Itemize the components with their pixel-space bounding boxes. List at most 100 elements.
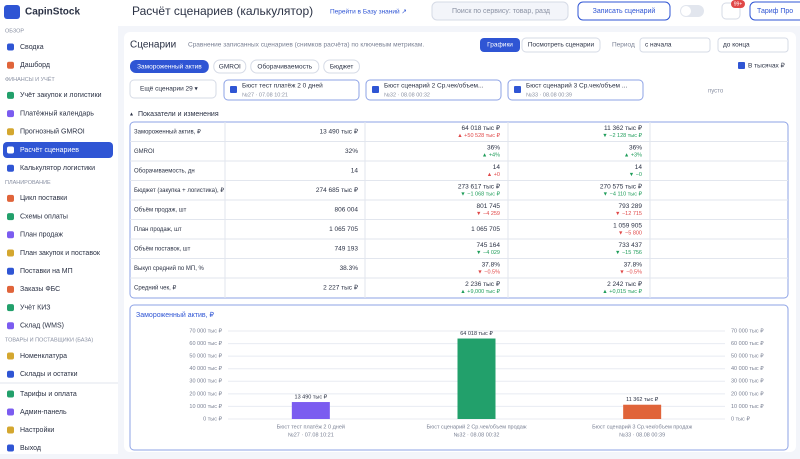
sidebar-item[interactable]: Платёжный календарь bbox=[20, 109, 94, 117]
scenario-card[interactable] bbox=[365, 79, 502, 101]
tab[interactable] bbox=[130, 60, 209, 73]
sidebar-item[interactable]: Заказы ФБС bbox=[20, 286, 60, 293]
cell-value: 1 065 705 bbox=[471, 226, 500, 233]
record-button[interactable] bbox=[577, 1, 671, 21]
bar[interactable] bbox=[457, 338, 496, 419]
cell-delta: ▼ −5 800 bbox=[618, 231, 642, 237]
cell-value: 270 575 тыс ₽ bbox=[600, 182, 643, 190]
sidebar-item[interactable]: Выход bbox=[20, 445, 41, 452]
sidebar-icon bbox=[7, 61, 14, 69]
tab[interactable] bbox=[250, 59, 320, 74]
sidebar-item[interactable]: Схемы оплаты bbox=[20, 213, 68, 220]
badge-text: 99+ bbox=[734, 1, 743, 7]
cell-delta: ▼ −15 756 bbox=[615, 250, 642, 256]
sidebar-item[interactable]: Прогнозный GMROI bbox=[20, 128, 85, 136]
period-to[interactable] bbox=[717, 37, 789, 53]
metrics-table bbox=[129, 121, 789, 299]
toggle-knob bbox=[681, 6, 691, 16]
thousands-checkbox[interactable] bbox=[738, 62, 745, 69]
sidebar-section: ФИНАНСЫ И УЧЁТ bbox=[5, 76, 55, 83]
card-checkbox bbox=[372, 86, 379, 93]
search-placeholder: Поиск по сервису: товар, разд bbox=[452, 8, 550, 15]
y2-tick-label: 30 000 тыс ₽ bbox=[731, 378, 764, 385]
period-to-text: до конца bbox=[723, 42, 750, 49]
sidebar-item[interactable]: Склад (WMS) bbox=[20, 323, 64, 330]
sidebar-item[interactable]: Номенклатура bbox=[20, 353, 67, 360]
tariff-button[interactable] bbox=[749, 1, 800, 21]
card-checkbox bbox=[514, 86, 521, 93]
sidebar-item[interactable]: Настройки bbox=[20, 426, 54, 434]
y-tick-label: 50 000 тыс ₽ bbox=[189, 353, 222, 360]
sidebar-item[interactable]: Склады и остатки bbox=[20, 371, 78, 378]
sidebar-section: ПЛАНИРОВАНИЕ bbox=[5, 180, 51, 186]
cell-value: 273 617 тыс ₽ bbox=[458, 182, 501, 190]
logo-icon bbox=[4, 5, 20, 19]
card-meta: №27 · 07.08 10:21 bbox=[242, 92, 288, 98]
sidebar-item[interactable]: Админ-панель bbox=[20, 409, 67, 416]
base-value: 274 685 тыс ₽ bbox=[316, 186, 359, 194]
cell-delta: ▼ −0 bbox=[629, 172, 642, 178]
section-subtitle: Сравнение записанных сценариев (снимков … bbox=[188, 42, 424, 49]
y2-tick-label: 0 тыс ₽ bbox=[731, 415, 750, 422]
cell-value: 745 164 bbox=[477, 242, 501, 249]
search[interactable] bbox=[431, 1, 569, 21]
view-scenarios-label: Посмотреть сценарии bbox=[528, 42, 595, 49]
row-label: Бюджет (закупка + логистика), ₽ bbox=[134, 187, 224, 194]
thousands-label: В тысячах ₽ bbox=[748, 62, 786, 70]
scenario-card[interactable] bbox=[223, 79, 360, 101]
cell-delta: ▼ −2 128 тыс ₽ bbox=[602, 132, 642, 139]
sidebar-icon bbox=[7, 213, 14, 221]
tariff-label: Тариф Про bbox=[757, 8, 793, 15]
bar[interactable] bbox=[291, 402, 330, 419]
sidebar-item[interactable]: Учёт закупок и логистики bbox=[20, 92, 102, 99]
chart-title: Замороженный актив, ₽ bbox=[136, 311, 214, 319]
cell-delta: ▲ +50 528 тыс ₽ bbox=[457, 132, 500, 139]
tab[interactable] bbox=[323, 59, 360, 74]
view-scenarios[interactable] bbox=[521, 37, 601, 53]
sidebar-icon bbox=[7, 146, 14, 154]
sidebar-item[interactable]: Расчёт сценариев bbox=[20, 147, 79, 154]
base-value: 14 bbox=[351, 167, 359, 174]
x-tick-label: Бюст сценарий 3 Ср.чек/объем продаж bbox=[592, 423, 692, 430]
cell-value: 801 745 bbox=[477, 203, 501, 210]
bar[interactable] bbox=[623, 404, 662, 419]
sidebar-item[interactable]: Сводка bbox=[20, 44, 44, 51]
x-tick-label: Бюст сценарий 2 Ср.чек/объем продаж bbox=[426, 423, 526, 430]
kb-link[interactable]: Перейти в Базу знаний ↗ bbox=[330, 8, 407, 16]
period-from[interactable] bbox=[639, 37, 711, 53]
cell-delta: ▲ +0,015 тыс ₽ bbox=[602, 288, 642, 295]
cell-delta: ▲ +4% bbox=[482, 153, 500, 159]
collapse-arrow[interactable]: ▴ bbox=[130, 112, 133, 118]
value-label: 11 362 тыс ₽ bbox=[626, 396, 659, 403]
y-tick-label: 20 000 тыс ₽ bbox=[189, 390, 222, 397]
row-label: План продаж, шт bbox=[134, 227, 182, 233]
sidebar-item[interactable]: Тарифы и оплата bbox=[20, 391, 77, 398]
page-title: Расчёт сценариев (калькулятор) bbox=[132, 4, 313, 18]
x-tick-label: №32 · 08.08 00:32 bbox=[454, 432, 500, 438]
tab-label: Замороженный актив bbox=[137, 63, 202, 71]
cell-value: 2 236 тыс ₽ bbox=[465, 280, 501, 288]
sidebar-icon bbox=[7, 164, 14, 172]
y-tick-label: 70 000 тыс ₽ bbox=[189, 327, 222, 334]
sidebar-item[interactable]: Цикл поставки bbox=[20, 195, 67, 202]
sidebar-item[interactable]: Дашборд bbox=[20, 61, 50, 69]
tab-label: Оборачиваемость bbox=[257, 63, 312, 71]
sidebar-item[interactable]: Учёт КИЗ bbox=[20, 304, 50, 311]
sidebar-item[interactable]: Поставки на МП bbox=[20, 268, 73, 275]
sidebar-item[interactable]: Калькулятор логистики bbox=[20, 165, 95, 172]
view-charts[interactable] bbox=[480, 38, 520, 52]
cell-delta: ▼ −0.5% bbox=[477, 270, 500, 276]
row-label: Объём поставок, шт bbox=[134, 246, 191, 252]
sidebar-item[interactable]: План закупок и поставок bbox=[20, 250, 101, 257]
cell-value: 11 362 тыс ₽ bbox=[604, 124, 643, 132]
more-scenarios[interactable] bbox=[129, 79, 217, 99]
x-tick-label: №33 · 08.08 00:39 bbox=[619, 432, 665, 438]
tab[interactable] bbox=[213, 59, 247, 74]
value-label: 64 018 тыс ₽ bbox=[460, 330, 493, 337]
y2-tick-label: 20 000 тыс ₽ bbox=[731, 390, 764, 397]
sidebar-item[interactable]: План продаж bbox=[20, 232, 63, 239]
row-label: Выкуп средний по МП, % bbox=[134, 265, 205, 272]
cell-value: 2 242 тыс ₽ bbox=[607, 280, 643, 288]
sidebar-icon bbox=[7, 444, 14, 452]
scenario-card[interactable] bbox=[507, 79, 644, 101]
